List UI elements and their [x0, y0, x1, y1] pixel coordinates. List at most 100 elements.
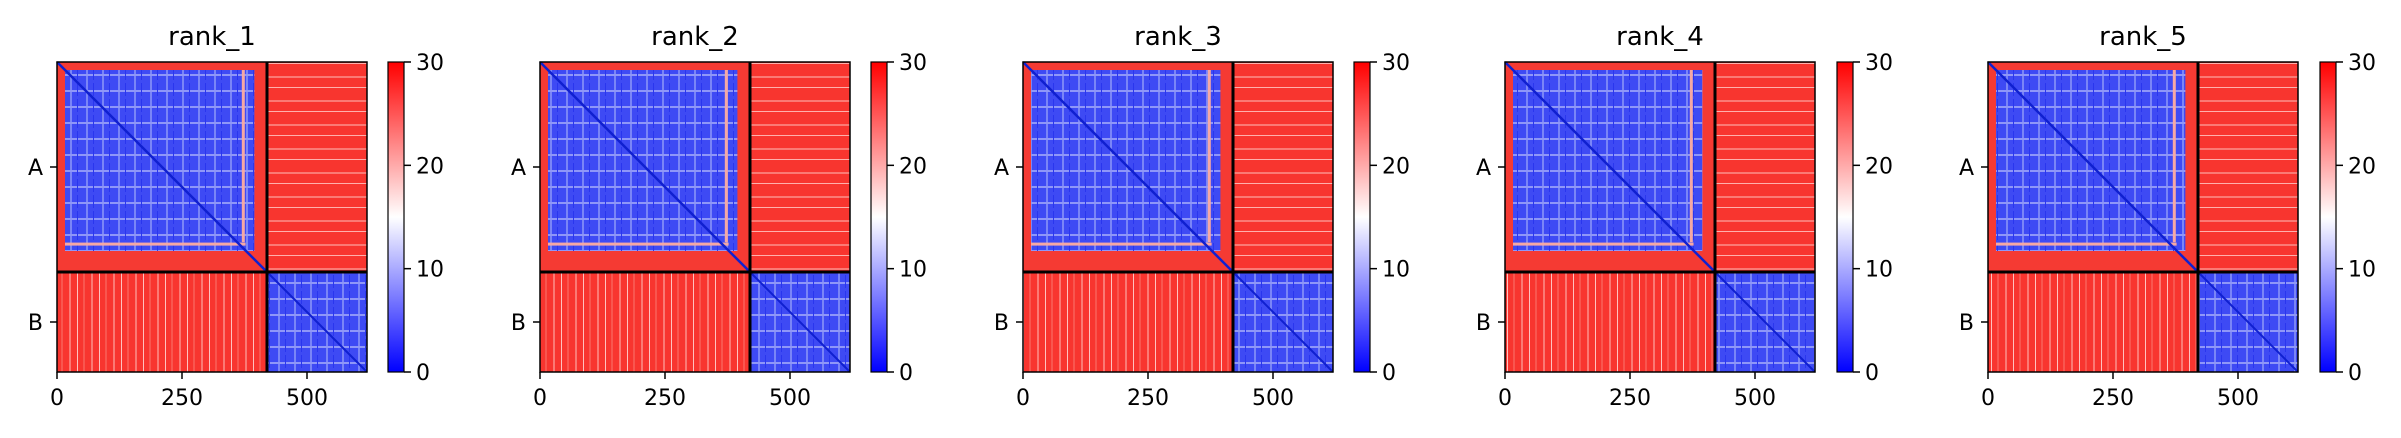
- terminus-band: [2185, 62, 2198, 272]
- axes-frame: [1022, 61, 1334, 373]
- diagonal-A: [539, 61, 751, 273]
- colorbar-tick-label: 20: [1865, 154, 1893, 179]
- x-tick-label: 500: [2217, 386, 2259, 411]
- terminus-band: [1996, 242, 2177, 246]
- terminus-band: [65, 242, 246, 246]
- x-tick-label: 0: [1981, 386, 1995, 411]
- y-tick-label: B: [994, 311, 1009, 336]
- terminus-band: [1988, 251, 2198, 272]
- block-A-B: [267, 62, 367, 272]
- colorbar-tick-label: 20: [416, 154, 444, 179]
- terminus-band: [1988, 62, 1996, 272]
- terminus-band: [254, 62, 267, 272]
- x-tick-label: 250: [1127, 386, 1169, 411]
- colorbar-tick-label: 0: [899, 361, 913, 386]
- colorbar-tick-label: 10: [899, 258, 927, 283]
- axes-frame: [56, 61, 368, 373]
- colorbar-tick-label: 0: [1865, 361, 1879, 386]
- block-A-B: [2198, 62, 2298, 272]
- panel-title: rank_2: [651, 22, 739, 52]
- terminus-band: [540, 62, 750, 70]
- y-tick-label: A: [994, 156, 1009, 181]
- colorbar-tick-label: 30: [1865, 51, 1893, 76]
- terminus-band: [724, 70, 728, 243]
- terminus-band: [540, 251, 750, 272]
- terminus-band: [57, 62, 267, 70]
- terminus-band: [1220, 62, 1233, 272]
- colorbar-tick-label: 20: [2348, 154, 2376, 179]
- terminus-band: [57, 251, 267, 272]
- terminus-band: [1505, 62, 1513, 272]
- colorbar-tick-label: 20: [1382, 154, 1410, 179]
- terminus-band: [1207, 70, 1211, 243]
- block-B-A: [1023, 272, 1233, 372]
- diagonal-B: [749, 271, 851, 373]
- terminus-band: [1689, 70, 1693, 243]
- colorbar-tick-label: 10: [416, 258, 444, 283]
- colorbar-tick-label: 30: [416, 51, 444, 76]
- terminus-band: [1513, 242, 1694, 246]
- y-tick-label: B: [511, 311, 526, 336]
- y-tick-label: A: [1959, 156, 1974, 181]
- x-tick-label: 250: [1609, 386, 1651, 411]
- diagonal-A: [56, 61, 268, 273]
- colorbar-tick-label: 0: [416, 361, 430, 386]
- colorbar-tick-label: 30: [2348, 51, 2376, 76]
- panel-title: rank_1: [168, 22, 256, 52]
- terminus-band: [548, 242, 729, 246]
- colorbar-tick-label: 10: [2348, 258, 2376, 283]
- y-tick-label: B: [28, 311, 43, 336]
- heatmap-panel-3: rank_3 A B 0 250 500 0 10 20 30: [994, 22, 1410, 411]
- x-tick-label: 0: [1498, 386, 1512, 411]
- y-tick-label: B: [1476, 311, 1491, 336]
- panel-title: rank_5: [2099, 22, 2187, 52]
- x-tick-label: 500: [769, 386, 811, 411]
- terminus-band: [1988, 62, 2198, 70]
- x-tick-label: 250: [644, 386, 686, 411]
- x-tick-label: 250: [161, 386, 203, 411]
- terminus-band: [1023, 62, 1031, 272]
- axes-frame: [1504, 61, 1816, 373]
- x-tick-label: 500: [286, 386, 328, 411]
- diagonal-B: [266, 271, 368, 373]
- terminus-band: [1505, 62, 1715, 70]
- y-tick-label: A: [28, 156, 43, 181]
- x-tick-label: 250: [2092, 386, 2134, 411]
- terminus-band: [1023, 251, 1233, 272]
- diagonal-A: [1504, 61, 1716, 273]
- diagonal-B: [2197, 271, 2299, 373]
- colorbar: [1836, 61, 1854, 373]
- panel-title: rank_3: [1134, 22, 1222, 52]
- terminus-band: [1505, 251, 1715, 272]
- colorbar-tick-label: 10: [1865, 258, 1893, 283]
- y-tick-label: B: [1959, 311, 1974, 336]
- terminus-band: [241, 70, 245, 243]
- y-tick-label: A: [1476, 156, 1491, 181]
- terminus-band: [1023, 62, 1233, 70]
- colorbar-tick-label: 30: [1382, 51, 1410, 76]
- colorbar-tick-label: 20: [899, 154, 927, 179]
- x-tick-label: 500: [1252, 386, 1294, 411]
- x-tick-label: 0: [1016, 386, 1030, 411]
- terminus-band: [1031, 242, 1212, 246]
- block-A-B: [1233, 62, 1333, 272]
- colorbar: [2319, 61, 2337, 373]
- diagonal-A: [1987, 61, 2199, 273]
- terminus-band: [1702, 62, 1715, 272]
- block-A-B: [750, 62, 850, 272]
- terminus-band: [540, 62, 548, 272]
- x-tick-label: 0: [50, 386, 64, 411]
- colorbar-tick-label: 10: [1382, 258, 1410, 283]
- diagonal-B: [1232, 271, 1334, 373]
- colorbar-tick-label: 30: [899, 51, 927, 76]
- colorbar: [387, 61, 405, 373]
- y-tick-label: A: [511, 156, 526, 181]
- diagonal-B: [1714, 271, 1816, 373]
- block-A-B: [1715, 62, 1815, 272]
- block-B-A: [1988, 272, 2198, 372]
- terminus-band: [2172, 70, 2176, 243]
- x-tick-label: 0: [533, 386, 547, 411]
- heatmap-panel-2: rank_2 A B 0 250 500 0 10 20 30: [511, 22, 927, 411]
- heatmap-panel-5: rank_5 A B 0 250 500 0 10 20 30: [1959, 22, 2376, 411]
